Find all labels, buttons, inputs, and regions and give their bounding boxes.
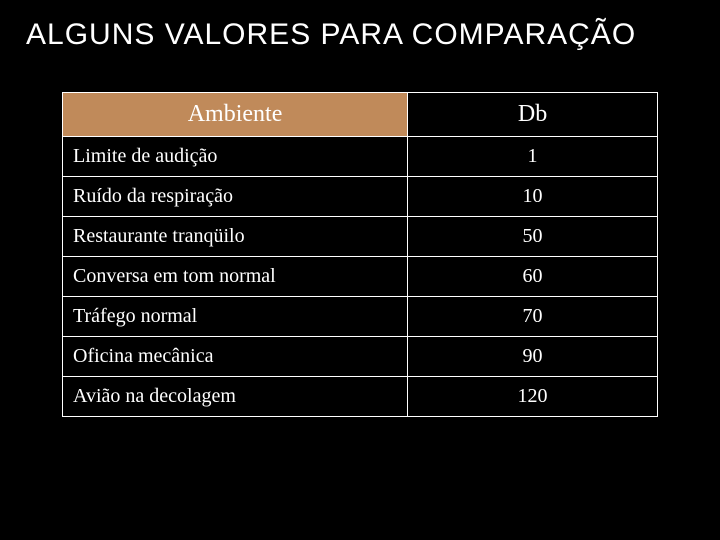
table-row: Limite de audição 1 bbox=[63, 137, 658, 177]
cell-db: 120 bbox=[408, 377, 658, 417]
page-title: ALGUNS VALORES PARA COMPARAÇÃO bbox=[22, 18, 698, 52]
cell-ambiente: Oficina mecânica bbox=[63, 337, 408, 377]
slide: ALGUNS VALORES PARA COMPARAÇÃO Ambiente … bbox=[0, 0, 720, 540]
cell-db: 50 bbox=[408, 217, 658, 257]
col-header-ambiente: Ambiente bbox=[63, 93, 408, 137]
cell-db: 10 bbox=[408, 177, 658, 217]
table-header-row: Ambiente Db bbox=[63, 93, 658, 137]
cell-ambiente: Avião na decolagem bbox=[63, 377, 408, 417]
cell-ambiente: Limite de audição bbox=[63, 137, 408, 177]
cell-db: 90 bbox=[408, 337, 658, 377]
table-row: Avião na decolagem 120 bbox=[63, 377, 658, 417]
table-row: Conversa em tom normal 60 bbox=[63, 257, 658, 297]
cell-ambiente: Tráfego normal bbox=[63, 297, 408, 337]
cell-ambiente: Conversa em tom normal bbox=[63, 257, 408, 297]
cell-db: 1 bbox=[408, 137, 658, 177]
comparison-table: Ambiente Db Limite de audição 1 Ruído da… bbox=[62, 92, 658, 417]
comparison-table-wrap: Ambiente Db Limite de audição 1 Ruído da… bbox=[62, 92, 658, 417]
table-row: Oficina mecânica 90 bbox=[63, 337, 658, 377]
cell-db: 70 bbox=[408, 297, 658, 337]
cell-db: 60 bbox=[408, 257, 658, 297]
table-row: Tráfego normal 70 bbox=[63, 297, 658, 337]
cell-ambiente: Restaurante tranqüilo bbox=[63, 217, 408, 257]
table-row: Ruído da respiração 10 bbox=[63, 177, 658, 217]
cell-ambiente: Ruído da respiração bbox=[63, 177, 408, 217]
col-header-db: Db bbox=[408, 93, 658, 137]
table-row: Restaurante tranqüilo 50 bbox=[63, 217, 658, 257]
